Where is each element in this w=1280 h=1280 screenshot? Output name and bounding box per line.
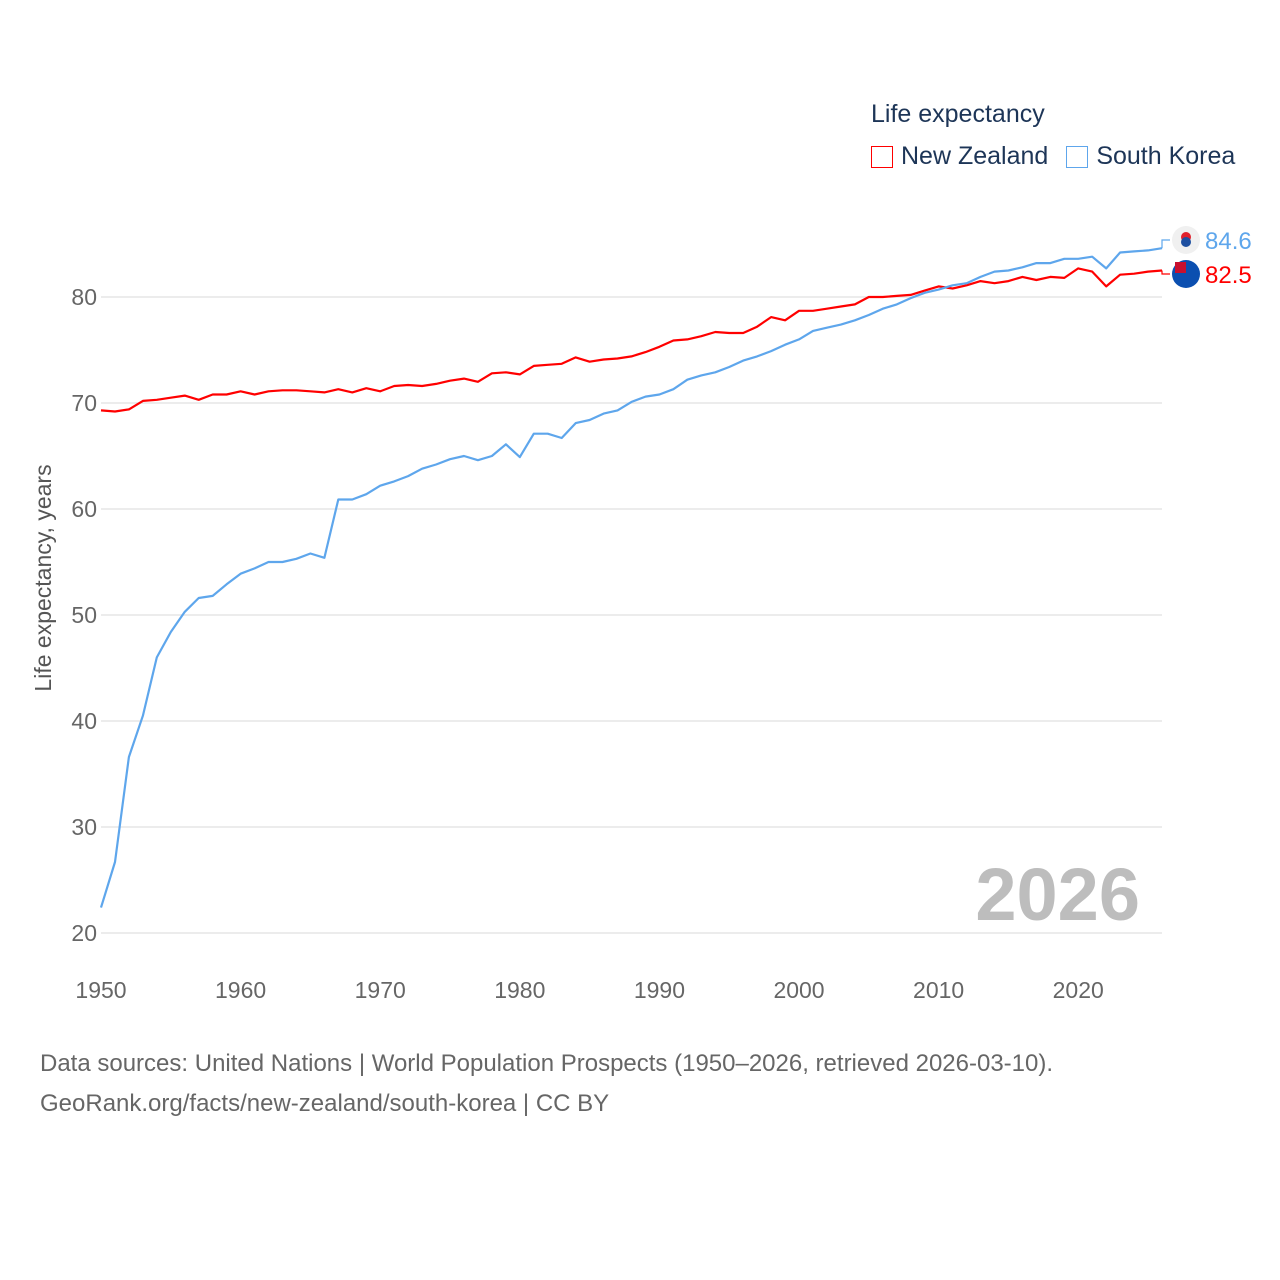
y-tick-label: 30	[71, 814, 97, 840]
y-tick-label: 80	[71, 284, 97, 310]
source-note: Data sources: United Nations | World Pop…	[40, 1044, 1053, 1124]
legend-swatch	[1066, 145, 1089, 168]
legend-label: South Korea	[1096, 142, 1236, 170]
y-tick-label: 60	[71, 496, 97, 522]
series-line-new-zealand	[100, 267, 1163, 413]
label-connector	[1161, 239, 1170, 249]
x-tick-label: 1960	[215, 977, 266, 1003]
legend-item-new-zealand[interactable]: New Zealand	[871, 142, 1048, 171]
legend: New Zealand South Korea	[871, 142, 1253, 171]
source-line-1: Data sources: United Nations | World Pop…	[40, 1050, 1054, 1077]
series-line-south-korea	[99, 247, 1163, 908]
end-value-label: 84.6	[1205, 228, 1252, 255]
year-watermark: 2026	[975, 853, 1140, 936]
legend-swatch	[871, 145, 893, 168]
x-tick-label: 1970	[355, 977, 406, 1003]
source-line-2[interactable]: GeoRank.org/facts/new-zealand/south-kore…	[40, 1090, 610, 1117]
label-connector	[1161, 270, 1170, 275]
legend-label: New Zealand	[901, 142, 1049, 170]
kr-flag-taegeuk-icon	[1181, 237, 1191, 247]
nz-flag-union-icon	[1175, 262, 1186, 273]
end-value-label: 82.5	[1205, 262, 1252, 289]
x-tick-label: 1950	[75, 977, 126, 1003]
legend-item-south-korea[interactable]: South Korea	[1066, 142, 1235, 171]
line-chart: 20 30 40 50 60 70 80 1950 1960 1970 1980 1990 2000 20…	[30, 226, 1252, 1003]
legend-title: Life expectancy	[871, 100, 1045, 128]
x-tick-label: 2000	[773, 977, 824, 1003]
x-tick-label: 1990	[634, 977, 685, 1003]
x-tick-label: 2010	[913, 977, 964, 1003]
y-tick-label: 70	[71, 390, 97, 416]
x-tick-label: 1980	[494, 977, 545, 1003]
y-tick-label: 40	[71, 708, 97, 734]
y-axis-label: Life expectancy, years	[30, 464, 56, 691]
y-tick-label: 20	[71, 920, 97, 946]
x-tick-label: 2020	[1053, 977, 1104, 1003]
y-tick-label: 50	[71, 602, 97, 628]
